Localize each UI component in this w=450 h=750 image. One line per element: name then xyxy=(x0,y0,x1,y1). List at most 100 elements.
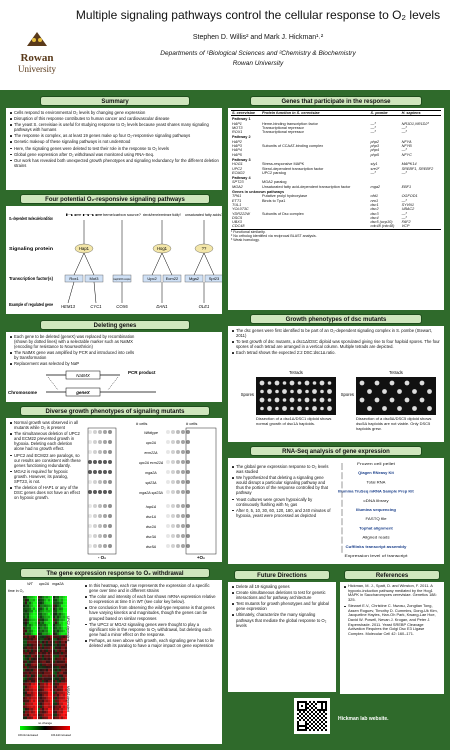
heatmap-cell xyxy=(46,688,48,692)
strain-label: dsc5Δ xyxy=(146,545,157,549)
heatmap-cell xyxy=(35,654,37,658)
heatmap-cell xyxy=(38,696,40,700)
connector xyxy=(193,252,205,276)
colony xyxy=(389,397,395,403)
heatmap-cell xyxy=(27,643,29,647)
heatmap-cell xyxy=(55,713,57,717)
heatmap-cell xyxy=(25,632,27,636)
heatmap-cell xyxy=(27,601,29,605)
heatmap-cell xyxy=(25,643,27,647)
column-header: Protein function in S. cerevisiae xyxy=(261,109,370,117)
heatmap-cell xyxy=(57,596,59,599)
signaling-label: Signaling protein xyxy=(9,246,54,251)
heatmap-cell xyxy=(59,607,61,610)
bullet: The dsc genes were first identified to b… xyxy=(231,328,441,338)
heatmap-cell xyxy=(23,604,25,608)
heatmap-cell xyxy=(50,624,52,627)
heatmap-cell xyxy=(40,607,42,610)
qr-module xyxy=(303,701,305,703)
heatmap-cell xyxy=(63,612,65,616)
heatmap-cell xyxy=(59,660,61,664)
cell: Transcriptional repressor xyxy=(262,130,304,135)
caption: Dissection of a dsc1Δ/DSC1 diploid shows… xyxy=(256,417,331,426)
heatmap-cell xyxy=(29,674,31,678)
growth-spot xyxy=(186,544,190,548)
heatmap-cell xyxy=(53,705,55,708)
heatmap-cell xyxy=(25,691,27,694)
heatmap-cell xyxy=(50,666,52,669)
heatmap-cell xyxy=(50,626,52,630)
heatmap-cell xyxy=(38,677,40,680)
heatmap-cell xyxy=(25,682,27,686)
heatmap-cell xyxy=(33,696,35,700)
key-label: 100-fold increased xyxy=(51,733,71,737)
heatmap-cell xyxy=(40,677,42,680)
table-row: Pathway 2 xyxy=(231,134,441,139)
heatmap-cell xyxy=(38,604,40,608)
cell: —³ xyxy=(401,130,407,135)
heatmap-cell xyxy=(55,682,57,686)
heatmap-cell xyxy=(42,668,44,672)
heatmap-cell xyxy=(55,696,57,700)
qr-module xyxy=(299,701,301,703)
heatmap-cell xyxy=(29,649,31,652)
heatmap-cell xyxy=(40,702,42,706)
heatmap-cell xyxy=(42,660,44,664)
qr-module xyxy=(309,717,311,719)
heatmap-cell xyxy=(50,691,52,694)
heatmap-cell xyxy=(31,607,33,610)
section-heading: Genes that participate in the response xyxy=(250,96,422,106)
heatmap-cell xyxy=(44,643,46,647)
colony xyxy=(267,389,272,394)
heatmap-cell xyxy=(55,610,57,613)
qr-module xyxy=(309,713,311,715)
heatmap-cell xyxy=(38,607,40,610)
heatmap-cell xyxy=(57,632,59,636)
heatmap-cell xyxy=(27,705,29,708)
heatmap-cell xyxy=(38,657,40,661)
section-heading: Growth phenotypes of dsc mutants xyxy=(250,314,422,324)
cell: MGA2 xyxy=(232,184,243,189)
heatmap-cell xyxy=(38,674,40,678)
qr-module xyxy=(321,729,323,731)
heatmap-cell xyxy=(29,635,31,638)
table-row: MOT3 Transcriptional repressor —³ —³ xyxy=(231,126,441,130)
heatmap-cell xyxy=(63,666,65,669)
heatmap-cell xyxy=(29,666,31,669)
heatmap-cell xyxy=(23,708,25,711)
label: heme/carbon source? xyxy=(103,212,142,217)
heatmap-cell xyxy=(27,666,29,669)
heatmap-cell xyxy=(35,691,37,694)
qr-module xyxy=(311,719,313,721)
heatmap-cell xyxy=(23,674,25,678)
heatmap-cell xyxy=(31,708,33,711)
heatmap-cell xyxy=(61,671,63,675)
bullet: Our work has revealed both unexpected gr… xyxy=(9,158,219,168)
heatmap-cell xyxy=(33,663,35,666)
qr-module xyxy=(319,715,321,717)
heatmap-cell xyxy=(53,682,55,686)
heatmap-cell xyxy=(59,598,61,602)
growth-spot xyxy=(103,440,107,444)
heatmap-cell xyxy=(61,649,63,652)
heatmap-cell xyxy=(31,663,33,666)
heatmap-cell xyxy=(25,685,27,689)
heatmap-cell xyxy=(63,646,65,650)
heatmap-cell xyxy=(61,632,63,636)
heatmap-cell xyxy=(29,598,31,602)
table-panel: S. cerevisiae Protein function in S. cere… xyxy=(228,108,444,310)
logo: Rowan University xyxy=(6,30,68,74)
heatmap-cell xyxy=(57,680,59,683)
heatmap-cell xyxy=(50,694,52,697)
heatmap-cell xyxy=(55,612,57,616)
heatmap-cell xyxy=(57,626,59,630)
heatmap-cell xyxy=(53,621,55,624)
growth-spot xyxy=(181,450,185,454)
heatmap-cell xyxy=(57,716,59,720)
cell: ETT1 xyxy=(232,198,242,203)
qr-module xyxy=(315,707,317,709)
heatmap-cell xyxy=(38,615,40,619)
cell: —³ xyxy=(401,170,407,175)
chromosome-label: Chromosome xyxy=(8,390,38,395)
heatmap-cell xyxy=(65,601,67,605)
